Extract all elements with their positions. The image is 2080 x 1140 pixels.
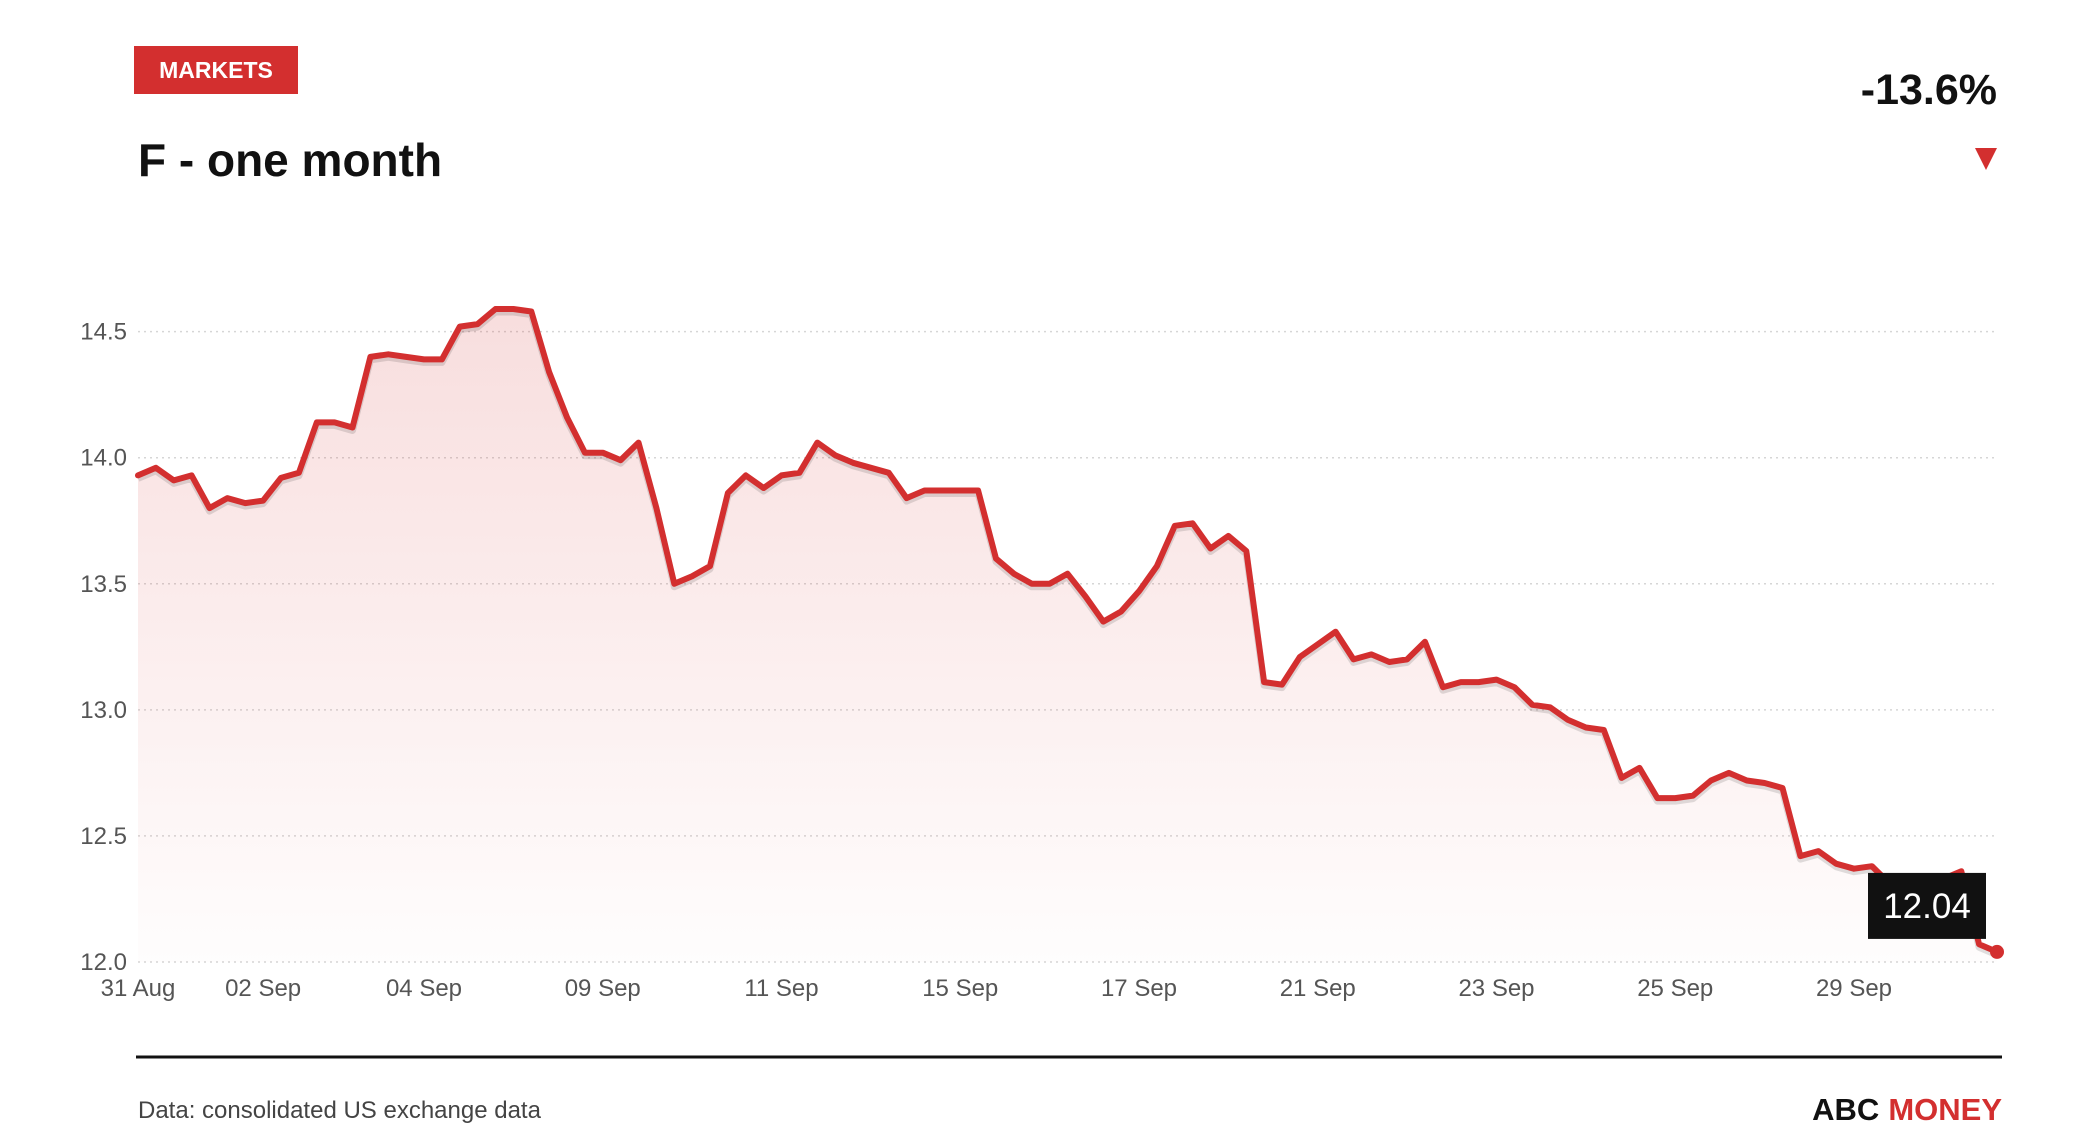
x-tick-label: 09 Sep [565, 975, 641, 1002]
x-tick-label: 02 Sep [225, 975, 301, 1002]
y-tick-label: 13.0 [80, 697, 127, 724]
x-tick-label: 11 Sep [744, 975, 818, 1002]
tag-badge [134, 46, 298, 94]
x-tick-label: 25 Sep [1637, 975, 1713, 1002]
tag-text: MARKETS [159, 57, 273, 83]
line [135, 306, 2000, 955]
end-label-box [1868, 872, 1986, 939]
x-tick-label: 23 Sep [1458, 975, 1534, 1002]
x-tick-label: 15 Sep [922, 975, 998, 1002]
y-tick-label: 13.5 [80, 571, 127, 598]
x-tick-label: 04 Sep [386, 975, 462, 1002]
x-tick-label: 29 Sep [1816, 975, 1892, 1002]
end-label: 12.04 [1883, 887, 1971, 926]
y-tick-label: 14.0 [80, 445, 127, 472]
brand-logo: ABC MONEY [1812, 1092, 2002, 1127]
change-value: -13.6% [1861, 66, 1997, 114]
x-tick-label: 17 Sep [1101, 975, 1177, 1002]
area [138, 309, 1997, 962]
plot-area: 12.0 12.5 13.0 13.5 14.0 14.5 31 Aug 02 Sep 04 S… [80, 306, 2004, 1002]
end-dot [1990, 944, 2004, 959]
down-arrow [1975, 148, 1997, 170]
y-tick-label: 12.0 [80, 949, 127, 976]
brand-accent: MONEY [1888, 1092, 2002, 1127]
x-tick-label: 21 Sep [1280, 975, 1356, 1002]
brand-name: ABC [1812, 1092, 1879, 1127]
y-tick-label: 12.5 [80, 823, 127, 850]
y-tick-label: 14.5 [80, 319, 127, 346]
chart-title: F - one month [138, 134, 442, 186]
source-note: Data: consolidated US exchange data [138, 1097, 542, 1124]
x-tick-label: 31 Aug [101, 975, 176, 1002]
